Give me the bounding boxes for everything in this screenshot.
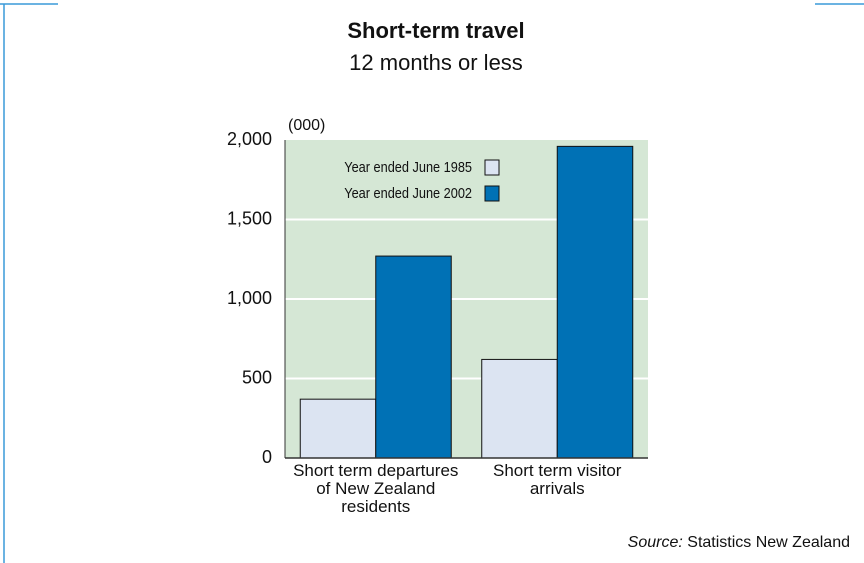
legend-swatch <box>484 185 500 202</box>
bar <box>556 145 634 459</box>
source-text: Statistics New Zealand <box>687 534 850 551</box>
legend-label: Year ended June 2002 <box>344 184 472 201</box>
source: Source: Statistics New Zealand <box>628 534 850 552</box>
y-tick-label: 1,500 <box>227 208 272 228</box>
bar <box>375 255 452 459</box>
chart-subtitle: 12 months or less <box>349 50 523 75</box>
source-label: Source: <box>627 534 683 551</box>
legend-swatch <box>484 159 500 176</box>
y-unit-label: (000) <box>288 117 325 134</box>
y-tick-label: 0 <box>262 447 272 467</box>
y-tick-label: 2,000 <box>227 129 272 149</box>
y-tick-label: 1,000 <box>227 288 272 308</box>
chart-title: Short-term travel <box>347 18 524 43</box>
y-tick-label: 500 <box>242 367 272 387</box>
legend-label: Year ended June 1985 <box>344 158 472 175</box>
x-tick-label: Short term visitor arrivals <box>493 461 622 498</box>
x-tick-label: Short term departures of New Zealand res… <box>293 461 459 516</box>
bar <box>299 398 377 459</box>
bar <box>481 358 558 459</box>
